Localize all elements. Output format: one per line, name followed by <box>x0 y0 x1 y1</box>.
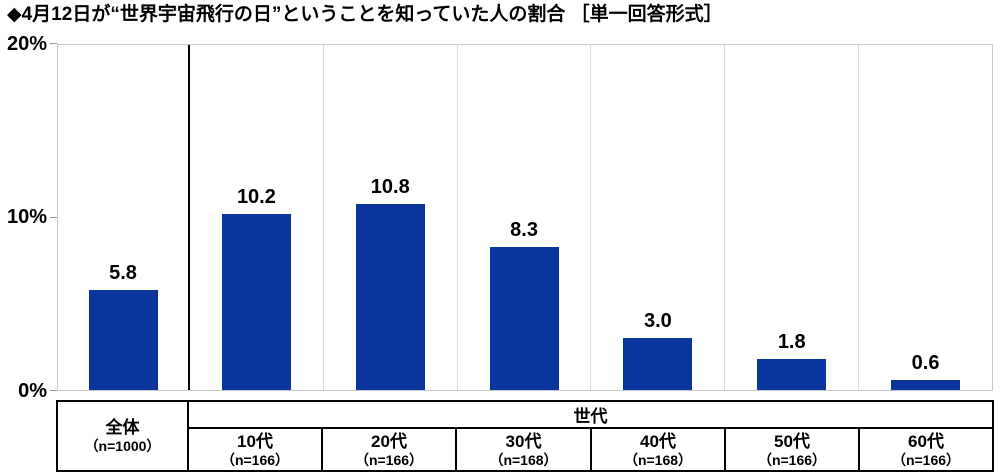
category-sample-size: （n=166） <box>757 451 827 468</box>
bar-overall <box>88 289 158 390</box>
bar-50s <box>757 358 827 390</box>
bar-10s <box>221 214 291 390</box>
bar-value-label: 10.8 <box>370 175 410 198</box>
category-sample-size: （n=168） <box>489 451 558 468</box>
bar-value-label: 8.3 <box>510 218 538 241</box>
y-axis-tick-10 <box>50 217 57 218</box>
category-cell-20s: 20代 （n=166） <box>321 427 457 472</box>
bar-value-label: 10.2 <box>236 186 276 209</box>
bar-column-10s: 10.2 <box>188 45 323 390</box>
category-sample-size: （n=166） <box>891 451 961 468</box>
bar-column-30s: 8.3 <box>456 45 591 390</box>
bar-value-label: 0.6 <box>911 351 940 374</box>
bar-column-60s: 0.6 <box>858 45 992 390</box>
chart-title: ◆4月12日が“世界宇宙飛行の日”ということを知っていた人の割合 ［単一回答形式… <box>7 4 723 25</box>
category-sample-size: （n=166） <box>354 451 424 468</box>
bar-column-overall: 5.8 <box>58 45 188 390</box>
generation-group-header: 世代 <box>187 400 994 429</box>
category-cell-50s: 50代 （n=166） <box>724 427 860 472</box>
category-sample-size: （n=166） <box>220 451 290 468</box>
bar-value-label: 1.8 <box>777 330 806 353</box>
bar-60s <box>891 379 961 390</box>
category-sample-size: （n=1000） <box>84 438 161 454</box>
y-axis-label-10: 10% <box>6 206 47 228</box>
category-label: 20代 <box>371 431 407 451</box>
category-cell-40s: 40代 （n=168） <box>590 427 726 472</box>
y-axis-label-0: 0% <box>18 380 47 402</box>
category-cell-60s: 60代 （n=166） <box>858 427 994 472</box>
y-axis-tick-20 <box>50 43 57 44</box>
category-label: 10代 <box>237 431 273 451</box>
category-cell-overall: 全体 （n=1000） <box>56 400 189 472</box>
y-axis-tick-0 <box>50 390 57 391</box>
bar-value-label: 3.0 <box>643 310 672 333</box>
category-label: 40代 <box>640 431 676 451</box>
y-axis-label-20: 20% <box>6 33 47 55</box>
category-sample-size: （n=168） <box>623 451 693 468</box>
category-cell-10s: 10代 （n=166） <box>187 427 323 472</box>
bar-20s <box>355 203 425 390</box>
bar-column-50s: 1.8 <box>724 45 858 390</box>
category-table: 全体 （n=1000） 世代 10代 （n=166） 20代 （n=166） 3… <box>56 400 994 472</box>
category-label: 全体 <box>105 418 140 437</box>
bar-30s <box>489 246 559 390</box>
bar-column-20s: 10.8 <box>322 45 457 390</box>
bar-40s <box>623 338 693 390</box>
category-cell-30s: 30代 （n=168） <box>455 427 592 472</box>
plot-area: 5.8 10.2 10.8 8.3 3.0 1.8 0.6 <box>57 44 993 391</box>
bar-value-label: 5.8 <box>109 261 137 284</box>
category-label: 60代 <box>908 431 944 451</box>
category-label: 30代 <box>505 431 542 451</box>
category-label: 50代 <box>774 431 810 451</box>
bar-column-40s: 3.0 <box>590 45 724 390</box>
